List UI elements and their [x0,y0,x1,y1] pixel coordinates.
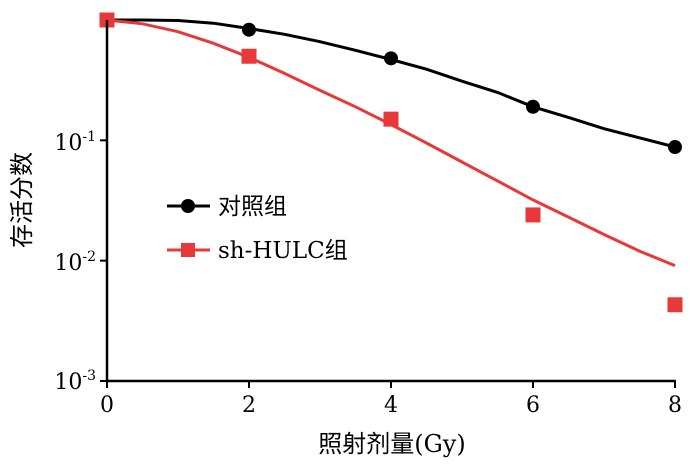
data-point-control [242,22,256,37]
x-axis-title: 照射剂量(Gy) [318,430,465,458]
y-tick-label: 10-2 [54,249,96,276]
legend-label-control: 对照组 [218,194,287,220]
data-point-control [526,99,540,114]
axis-ticks [100,139,676,388]
data-markers [99,12,683,313]
data-point-shhulc [667,297,683,313]
y-tick-label: 10-1 [54,129,96,156]
legend-label-shhulc: sh-HULC组 [218,238,348,264]
data-point-control [668,140,682,155]
y-tick-label: 10-3 [54,368,96,395]
legend-marker-shhulc [181,243,195,257]
x-tick-label: 8 [668,393,682,418]
data-point-shhulc [241,48,257,64]
legend-marker-control [181,199,195,213]
fit-curve-control [107,18,676,149]
y-axis-title: 存活分数 [8,152,36,248]
data-point-shhulc [525,207,541,223]
data-point-control [384,51,398,66]
legend: 对照组 sh-HULC组 [167,194,348,264]
x-tick-label: 0 [100,393,114,418]
x-tick-labels: 0 2 4 6 8 [100,393,682,418]
x-tick-label: 2 [242,393,256,418]
x-tick-label: 6 [526,393,540,418]
data-point-shhulc [383,111,399,127]
y-tick-labels: 10-1 10-2 10-3 [54,129,96,395]
x-tick-label: 4 [384,393,398,418]
